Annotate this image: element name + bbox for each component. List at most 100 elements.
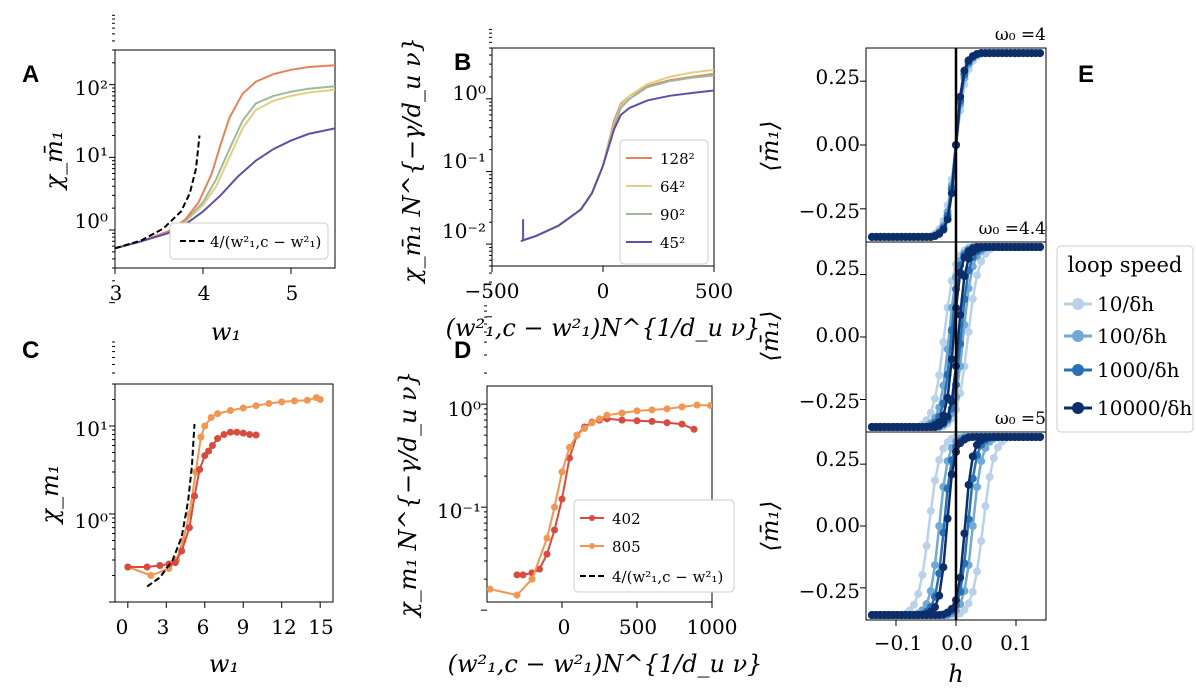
panel-c-xtick: 12 — [271, 615, 296, 639]
panel-e-point — [947, 604, 956, 613]
panel-c-point — [207, 413, 215, 421]
panel-e-point — [943, 514, 952, 523]
panel-d-point — [596, 415, 603, 423]
panel-e-point — [956, 573, 965, 582]
panel-d-xtick: 500 — [619, 615, 657, 639]
panel-c-xtick: 0 — [116, 615, 129, 639]
panel-e-ytick: 0.25 — [815, 65, 860, 89]
panel-e-point — [935, 522, 944, 530]
panel-c-chart: 0 3 6 9 12 15 10⁰ 10¹ w₁ χ_m₁ — [36, 341, 334, 678]
panel-e-point — [973, 567, 981, 576]
panel-e-ylabel: ⟨m̄₁⟩ — [756, 120, 784, 171]
panel-c-point — [246, 431, 254, 439]
panel-e-point — [968, 452, 977, 461]
panel-e-point — [956, 92, 965, 101]
panel-c-series-line — [127, 396, 321, 577]
panel-c-point — [265, 400, 273, 408]
panel-c-xtick: 15 — [308, 615, 333, 639]
panel-d-legend-label: 4/(w²₁,c − w²₁) — [612, 568, 723, 586]
panel-d-chart: 0 500 1000 10⁻¹ 10⁰ (w²₁,c − w²₁)N^{1/d_… — [394, 305, 763, 678]
panel-e-point — [977, 457, 986, 466]
panel-c-point — [239, 404, 247, 412]
panel-e-ytick: 0.25 — [815, 447, 860, 471]
panel-b-legend-label: 45² — [660, 234, 685, 252]
panel-e-point — [973, 271, 981, 280]
panel-d-point — [558, 468, 566, 476]
panel-d-ytick: 10⁰ — [448, 397, 481, 421]
panel-d-point — [618, 416, 626, 424]
panel-d-xtick: 0 — [558, 615, 571, 639]
panel-b-xtick: 0 — [597, 279, 610, 303]
panel-e-legend-label: 1000/δh — [1097, 358, 1180, 382]
panel-e-legend-label: 100/δh — [1097, 324, 1167, 348]
panel-e-point — [964, 254, 973, 263]
panel-e-point — [939, 563, 948, 572]
panel-e-point — [956, 310, 965, 319]
panel-e-point — [910, 600, 918, 609]
panel-e-point — [968, 294, 977, 303]
panel-e-point — [918, 571, 927, 580]
panel-e-ytick: −0.25 — [799, 199, 860, 223]
panel-letter-a: A — [22, 61, 39, 88]
panel-e-point — [964, 327, 973, 336]
panel-e-xtick: 0.1 — [1000, 631, 1032, 655]
panel-c-point — [201, 452, 209, 460]
panel-letter-e: E — [1078, 61, 1094, 88]
panel-e-ytick: 0.25 — [815, 256, 860, 280]
panel-d-legend: 402 805 4/(w²₁,c − w²₁) — [573, 499, 735, 593]
panel-c-point — [196, 466, 204, 474]
panel-a-xtick: 4 — [198, 281, 211, 305]
panel-c-point — [303, 396, 311, 404]
panel-d-point — [588, 419, 596, 427]
panel-c-point — [171, 559, 179, 567]
panel-e-subpanel-plot — [868, 432, 1044, 620]
panel-a-ytick: 10¹ — [75, 143, 108, 167]
panel-letter-c: C — [22, 337, 39, 364]
panel-d-point — [573, 431, 581, 439]
panel-e-ytick: 0.00 — [815, 513, 860, 537]
panel-c-point — [226, 428, 234, 436]
panel-c-point — [208, 442, 216, 450]
panel-b-chart: −500 0 500 10⁻² 10⁻¹ 10⁰ (w²₁,c − w²₁)N^… — [398, 28, 761, 342]
panel-e-point — [935, 371, 944, 380]
panel-e-point — [977, 537, 986, 546]
panel-d-point — [528, 575, 536, 583]
panel-e-ylabel: ⟨m̄₁⟩ — [756, 310, 784, 361]
panel-a-ylabel: χ_m̄₁ — [40, 131, 68, 192]
panel-a-frame — [114, 49, 336, 269]
panel-a-legend-box — [169, 222, 329, 260]
panel-d-legend-box — [573, 499, 735, 593]
panel-c-point — [185, 524, 193, 532]
panel-e-point — [947, 189, 956, 198]
panel-c-point — [178, 547, 186, 555]
panel-d-legend-label: 805 — [612, 538, 641, 556]
panel-e-point — [931, 394, 939, 403]
panel-c-ytick: 10¹ — [75, 417, 108, 441]
panel-b-legend-box — [619, 139, 709, 265]
panel-d-point — [663, 419, 671, 427]
panel-b-ytick: 10⁻¹ — [442, 149, 486, 173]
panel-b-ytick: 10⁻² — [442, 219, 486, 243]
panel-d-point — [618, 409, 626, 417]
panel-e-legend-title: loop speed — [1068, 253, 1183, 277]
panel-d-xlabel: (w²₁,c − w²₁)N^{1/d_u ν} — [448, 650, 763, 678]
panel-e-point — [926, 506, 935, 515]
panel-d-point — [551, 526, 558, 534]
panel-e-ytick: 0.00 — [815, 323, 860, 347]
panel-b-ytick: 10⁰ — [453, 81, 486, 105]
panel-e-point — [939, 418, 948, 427]
panel-e-point — [960, 529, 969, 538]
panel-e-point — [960, 66, 969, 75]
panel-letter-b: B — [454, 49, 471, 76]
panel-e-legend: loop speed 10/δh 100/δh 1000/δh 10000/δh — [1056, 245, 1194, 433]
panel-c-point — [220, 431, 228, 439]
panel-b-xlabel: (w²₁,c − w²₁)N^{1/d_u ν} — [446, 314, 761, 342]
panel-e-subpanel-plot — [868, 48, 1044, 242]
panel-e-point — [989, 453, 998, 462]
panel-d-point — [487, 585, 494, 593]
panel-d-frame — [486, 385, 713, 603]
panel-e-subpanel-plot — [868, 242, 1044, 432]
panel-e-legend-label: 10/δh — [1097, 292, 1154, 316]
panel-e-point — [947, 470, 956, 479]
